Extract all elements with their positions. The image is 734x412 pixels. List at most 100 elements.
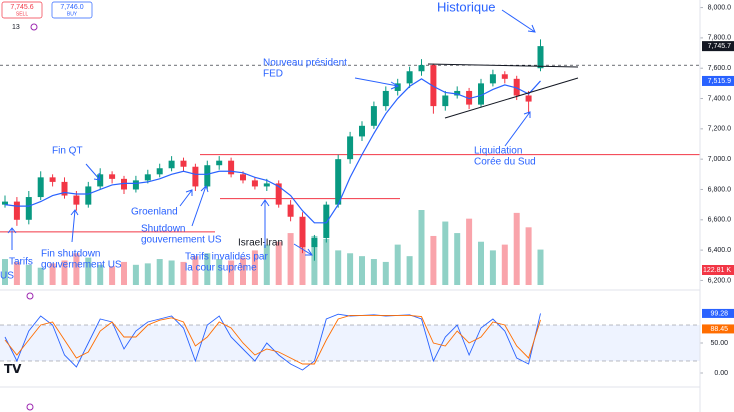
candle-body <box>85 186 92 205</box>
sell-label: SELL <box>16 11 28 17</box>
volume-bar <box>323 238 330 285</box>
volume-bar <box>144 263 151 285</box>
volume-bar <box>263 244 270 285</box>
arrow <box>293 243 313 256</box>
volume-bar <box>49 263 56 285</box>
stoch-value-label: 99.28 <box>710 310 728 317</box>
buy-price: 7,746.0 <box>60 4 83 11</box>
volume-bar <box>109 266 116 285</box>
sell-button[interactable] <box>1 1 43 19</box>
volume-bar <box>97 264 104 285</box>
volume-bar <box>240 257 246 285</box>
drawings <box>7 9 579 256</box>
trade-header: 7,745.6 SELL 7,746.0 BUY 13 <box>1 1 93 31</box>
y-tick-label: 7,600.0 <box>708 65 731 72</box>
candle-body <box>359 125 365 137</box>
volume-bar <box>478 241 484 285</box>
volume-bar <box>73 253 80 285</box>
volume-bar <box>454 233 461 285</box>
volume-bar <box>370 259 377 285</box>
annotation: Tarifs invalidés par <box>185 252 268 263</box>
candle-body <box>13 201 20 220</box>
volume-bar <box>287 233 294 285</box>
candle-body <box>61 181 68 196</box>
annotation: Israel-Iran <box>238 238 283 249</box>
annotation: Groenland <box>131 207 178 218</box>
candle-body <box>228 160 235 175</box>
candle-body <box>37 177 44 198</box>
stoch-line <box>4 313 541 371</box>
candle-body <box>263 183 270 187</box>
annotation: la cour suprême <box>185 263 257 274</box>
volume-bar <box>537 249 544 285</box>
volume-bar <box>180 261 187 285</box>
candle-body <box>478 83 484 105</box>
candle-body <box>192 166 199 187</box>
stoch-tick-label: 50.00 <box>710 340 728 347</box>
candle-body <box>132 180 139 190</box>
volume-bar <box>359 256 365 285</box>
arrow <box>70 209 79 243</box>
indicator-icon[interactable] <box>26 292 34 300</box>
interval: 13 <box>12 24 20 31</box>
annotation: Fin shutdown <box>41 249 100 260</box>
y-tick-label: 7,200.0 <box>708 126 731 133</box>
candle-body <box>121 178 127 190</box>
annotation: gouvernement US <box>141 235 222 246</box>
candle-body <box>442 95 449 107</box>
candle-body <box>240 174 246 181</box>
annotation: Corée du Sud <box>474 157 536 168</box>
price-label-box <box>702 41 734 52</box>
arrow <box>504 111 531 147</box>
triangle-top <box>427 63 579 68</box>
stoch-tick-label: 0.00 <box>714 370 728 377</box>
arrow <box>7 227 17 250</box>
volume-bar <box>37 267 44 285</box>
candle-body <box>287 204 294 217</box>
annotation: Tarifs <box>9 257 33 268</box>
candle-body <box>204 165 211 187</box>
annotation: Shutdown <box>141 224 185 235</box>
buy-button[interactable] <box>51 1 93 19</box>
annotation: Liquidation <box>474 146 522 157</box>
volume-bar <box>13 261 20 285</box>
candle-body <box>370 106 377 126</box>
volume-bar <box>525 227 532 285</box>
volume-label-box <box>702 265 734 275</box>
candle-body <box>466 90 473 105</box>
volume-bar <box>168 260 175 285</box>
y-tick-label: 6,400.0 <box>708 247 731 254</box>
y-tick-label: 7,400.0 <box>708 95 731 102</box>
y-tick-label: 6,800.0 <box>708 186 731 193</box>
candle-body <box>144 174 151 181</box>
arrow <box>354 77 400 90</box>
volume-bar <box>132 264 139 285</box>
volume-bar <box>466 218 473 285</box>
volume-bar <box>501 244 508 285</box>
candle-body <box>109 174 116 179</box>
indicator-icon[interactable] <box>26 403 34 411</box>
arrow <box>179 189 193 207</box>
price-label: 7,745.7 <box>708 43 731 50</box>
volume-label: 122.81 K <box>703 267 731 274</box>
candle-body <box>311 237 318 248</box>
annotation: US <box>0 271 14 282</box>
candle-body <box>525 95 532 102</box>
candle-body <box>430 65 437 107</box>
indicator-icon[interactable] <box>30 23 38 31</box>
moving-average <box>4 78 541 224</box>
price-label-box <box>702 75 734 86</box>
volume-bar <box>418 210 425 285</box>
candle-body <box>251 180 258 187</box>
volume-bar <box>251 250 258 285</box>
arrow <box>191 185 209 227</box>
volume-bar <box>156 259 163 285</box>
volume-bar <box>228 260 235 285</box>
stoch-line <box>4 314 541 365</box>
logo: 𝗧𝗩 <box>4 362 22 376</box>
candle-body <box>454 90 461 96</box>
candle-body <box>335 159 342 205</box>
annotation: Nouveau président <box>263 58 347 69</box>
